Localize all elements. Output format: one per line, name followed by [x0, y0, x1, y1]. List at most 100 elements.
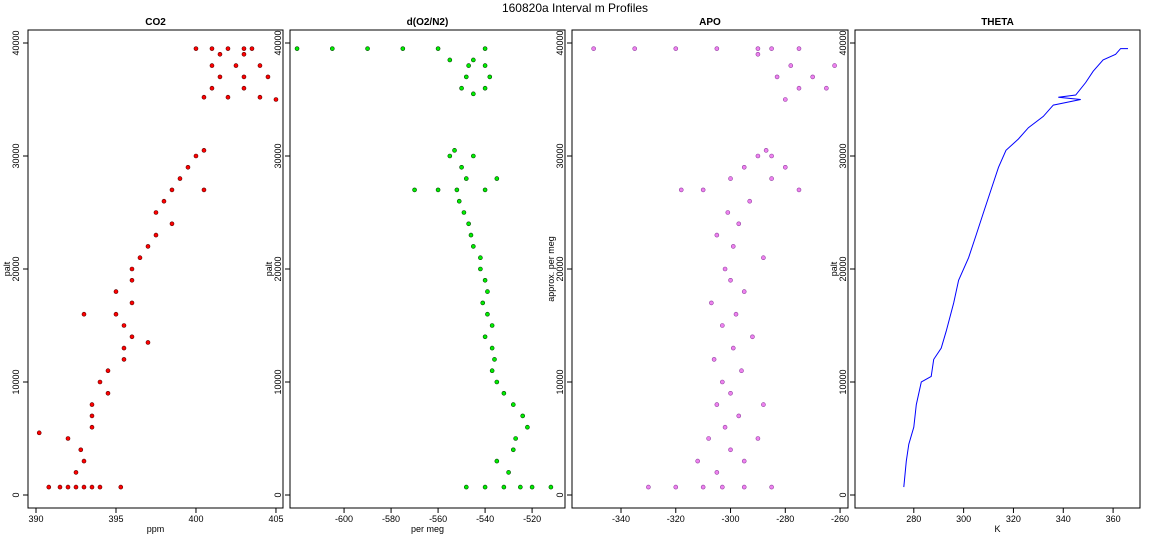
data-point [709, 300, 714, 306]
data-point [81, 458, 87, 464]
y-tick-label: 30000 [11, 143, 21, 168]
data-point [769, 176, 774, 181]
x-tick-label: 300 [956, 514, 971, 524]
data-point [185, 164, 191, 170]
x-tick-label: -260 [831, 514, 849, 524]
data-point [97, 379, 103, 385]
data-point [471, 57, 476, 63]
y-axis-label: approx. per meg [546, 236, 556, 302]
data-point [482, 334, 488, 340]
data-point [466, 221, 471, 227]
data-point [730, 244, 736, 249]
data-point [482, 278, 488, 283]
data-point [145, 244, 151, 249]
data-point [736, 221, 742, 227]
data-point [177, 176, 183, 181]
data-point [695, 458, 700, 464]
y-tick-label: 30000 [555, 143, 565, 168]
data-point [525, 424, 530, 430]
data-point [129, 334, 135, 340]
y-tick-label: 10000 [273, 369, 283, 394]
data-point [482, 187, 488, 193]
x-tick-label: -280 [776, 514, 794, 524]
data-point [485, 311, 490, 317]
data-point [782, 97, 788, 102]
data-point [81, 484, 87, 490]
data-point [145, 340, 151, 345]
data-point [730, 345, 736, 351]
data-point [494, 379, 500, 385]
data-point [741, 458, 747, 464]
panel-title: CO2 [145, 17, 166, 28]
data-point [728, 391, 733, 396]
data-point [788, 63, 794, 68]
data-point [241, 74, 247, 80]
data-point [65, 436, 71, 441]
data-point [459, 85, 464, 91]
data-point [782, 164, 788, 170]
data-point [217, 74, 223, 80]
data-point [489, 345, 495, 351]
y-tick-label: 20000 [273, 256, 283, 281]
data-point [796, 46, 802, 51]
data-point [81, 311, 87, 317]
data-point [769, 484, 774, 490]
x-axis-label: per meg [411, 524, 444, 534]
data-point [209, 85, 215, 91]
x-tick-label: 400 [188, 514, 203, 524]
data-point [728, 176, 733, 181]
plot-frame [854, 29, 1141, 509]
y-tick-label: 10000 [11, 369, 21, 394]
data-point [506, 470, 511, 475]
data-point [89, 424, 95, 430]
data-point [137, 255, 143, 260]
y-axis-label: palt [264, 261, 274, 276]
data-point [750, 334, 755, 340]
y-tick-label: 30000 [273, 143, 283, 168]
data-point [673, 46, 679, 51]
data-point [714, 46, 720, 51]
data-point [435, 187, 441, 193]
data-point [241, 85, 247, 91]
y-tick-label: 40000 [273, 30, 283, 55]
data-point [722, 424, 728, 430]
data-point [217, 51, 223, 57]
data-point [57, 484, 63, 490]
x-tick-label: 320 [1006, 514, 1021, 524]
data-point [755, 153, 761, 159]
x-tick-label: 390 [28, 514, 43, 524]
x-tick-label: 405 [268, 514, 283, 524]
y-tick-label: 10000 [555, 369, 565, 394]
data-point [824, 85, 829, 91]
data-point [482, 85, 488, 91]
y-tick-label: 30000 [838, 143, 848, 168]
data-point [459, 164, 464, 170]
data-point [722, 266, 728, 272]
data-point [741, 484, 747, 490]
data-point [520, 413, 525, 419]
data-point [456, 198, 462, 204]
data-point [257, 63, 263, 68]
data-point [466, 63, 471, 68]
data-point [761, 255, 766, 260]
data-point [518, 484, 523, 490]
y-tick-label: 0 [11, 492, 21, 497]
data-point [725, 210, 731, 215]
data-point [169, 221, 175, 227]
data-point [412, 187, 417, 193]
data-point [209, 46, 215, 51]
data-point [201, 148, 207, 153]
data-point [714, 232, 720, 238]
data-point [105, 391, 111, 396]
data-point [118, 484, 124, 490]
data-point [755, 436, 761, 441]
data-point [763, 148, 769, 153]
data-point [632, 46, 638, 51]
y-tick-label: 20000 [838, 256, 848, 281]
data-point [485, 289, 490, 294]
data-point [494, 458, 500, 464]
data-point [700, 187, 706, 193]
data-point [113, 311, 119, 317]
data-point [463, 176, 469, 181]
plot-frame [571, 29, 849, 509]
